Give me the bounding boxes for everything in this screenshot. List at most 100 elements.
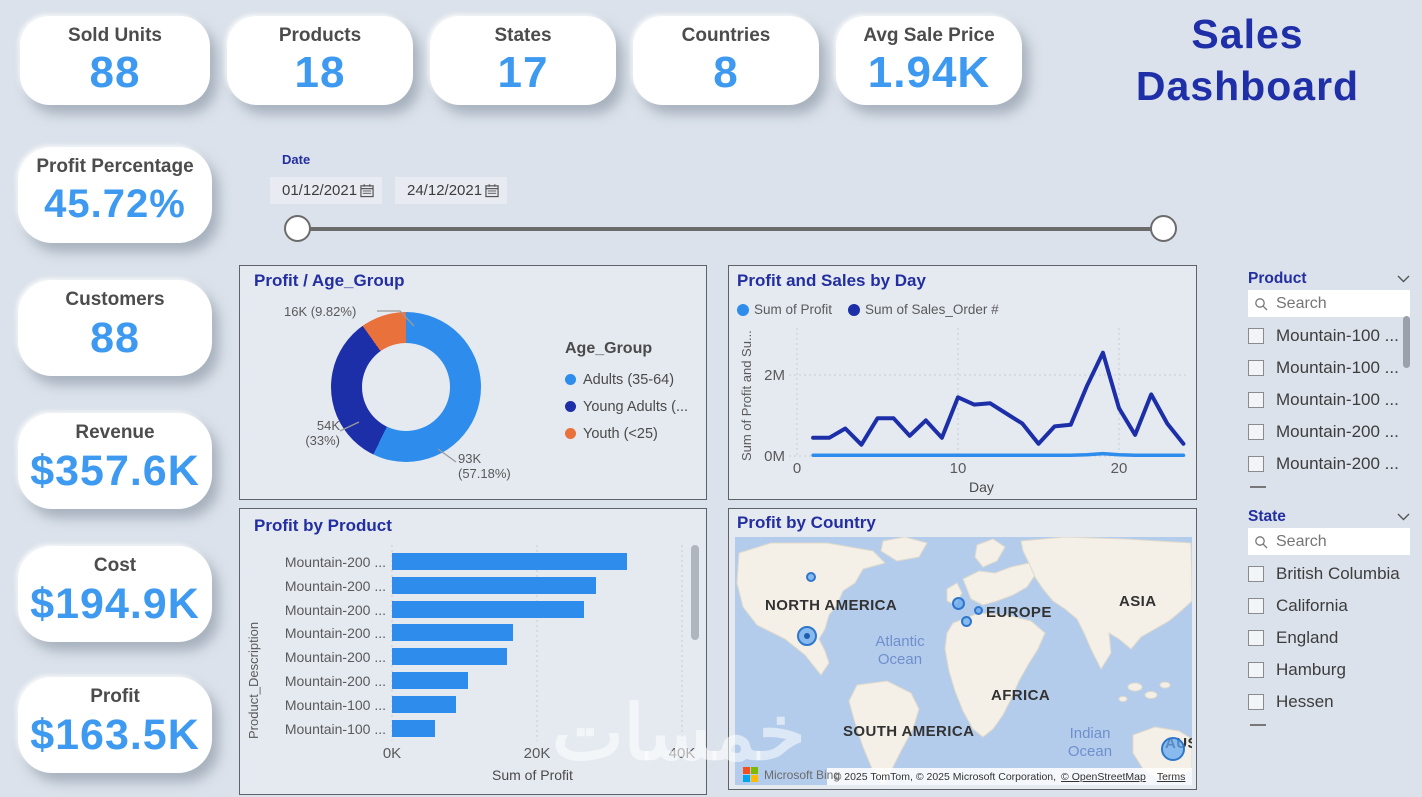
state-search-box[interactable]	[1248, 528, 1410, 555]
bar-category-label: Mountain-200 ...	[284, 673, 386, 689]
bar[interactable]	[392, 600, 585, 618]
map-data-bubble[interactable]	[960, 615, 972, 627]
osm-link[interactable]: © OpenStreetMap	[1061, 770, 1146, 783]
kpi-label: Cost	[93, 555, 137, 576]
filter-list-item[interactable]: California	[1248, 590, 1410, 622]
product-search-input[interactable]	[1274, 293, 1394, 314]
kpi-card-avg-sale-price: Avg Sale Price 1.94K	[836, 16, 1022, 105]
map-data-bubble[interactable]	[1161, 737, 1185, 761]
kpi-card-cost: Cost $194.9K	[18, 546, 212, 642]
bar-chart-scrollbar[interactable]	[691, 545, 699, 640]
bar[interactable]	[392, 648, 507, 666]
filter-list-item[interactable]: Mountain-100 ...	[1248, 384, 1410, 416]
checkbox[interactable]	[1248, 360, 1264, 376]
map-data-bubble[interactable]	[951, 596, 965, 610]
map-continent-label: AFRICA	[991, 687, 1051, 704]
map-data-bubble[interactable]	[806, 572, 816, 582]
bar-x-tick: 0K	[382, 745, 402, 762]
donut-callout-young-adults: 54K (33%)	[305, 418, 340, 448]
bar[interactable]	[392, 553, 627, 570]
legend-label: Youth (<25)	[583, 425, 658, 442]
kpi-label: Countries	[681, 25, 771, 46]
product-search-box[interactable]	[1248, 290, 1410, 317]
kpi-card-profit: Profit $163.5K	[18, 677, 212, 773]
chevron-down-icon[interactable]	[1397, 513, 1410, 521]
filter-list-item[interactable]: England	[1248, 622, 1410, 654]
kpi-value: 1.94K	[867, 48, 991, 97]
filter-item-label: Hessen	[1276, 692, 1334, 711]
microsoft-logo-icon	[743, 767, 758, 782]
line-legend-item[interactable]: Sum of Profit	[737, 302, 832, 317]
product-filter-scrollbar[interactable]	[1403, 316, 1410, 368]
filter-list-item[interactable]: Mountain-200 ...	[1248, 416, 1410, 448]
line-legend-item[interactable]: Sum of Sales_Order #	[848, 302, 999, 317]
filter-item-label: Mountain-100 ...	[1276, 390, 1399, 409]
filter-item-label: British Columbia	[1276, 564, 1400, 583]
bar-category-label: Mountain-200 ...	[284, 625, 386, 642]
filter-list-item[interactable]: Hamburg	[1248, 654, 1410, 686]
filter-list-item[interactable]: Hessen	[1248, 686, 1410, 718]
bar[interactable]	[392, 719, 435, 737]
date-slider-track[interactable]	[297, 227, 1163, 231]
state-search-input[interactable]	[1274, 531, 1394, 552]
bar-category-label: Mountain-100 ...	[284, 720, 386, 737]
bar[interactable]	[392, 672, 469, 689]
date-start-input[interactable]	[282, 182, 360, 199]
date-end-box[interactable]	[395, 177, 507, 204]
map-data-bubble[interactable]	[797, 626, 817, 646]
world-map[interactable]: NORTH AMERICA EUROPE ASIA AFRICA SOUTH AMERI…	[735, 537, 1192, 785]
legend-label: Sum of Sales_Order #	[865, 302, 999, 317]
checkbox[interactable]	[1248, 456, 1264, 472]
date-slider-handle-start[interactable]	[284, 215, 311, 242]
date-start-box[interactable]	[270, 177, 382, 204]
kpi-card-products: Products 18	[227, 16, 413, 105]
map-data-bubble[interactable]	[973, 605, 983, 615]
checkbox[interactable]	[1248, 598, 1264, 614]
date-slider-handle-end[interactable]	[1150, 215, 1177, 242]
line-chart-plot[interactable]	[729, 266, 1198, 501]
legend-dot-icon	[565, 374, 576, 385]
checkbox[interactable]	[1248, 566, 1264, 582]
filter-list-item[interactable]: Mountain-100 ...	[1248, 320, 1410, 352]
filter-list-item[interactable]: Mountain-100 ...	[1248, 352, 1410, 384]
map-continents	[735, 537, 1192, 785]
kpi-card-revenue: Revenue $357.6K	[18, 413, 212, 509]
filter-item-label: Mountain-200 ...	[1276, 422, 1399, 441]
date-end-input[interactable]	[407, 182, 485, 199]
checkbox[interactable]	[1248, 424, 1264, 440]
kpi-value: $163.5K	[30, 711, 200, 759]
checkbox[interactable]	[1248, 392, 1264, 408]
bar[interactable]	[392, 624, 514, 642]
kpi-label: Sold Units	[68, 25, 162, 46]
bar-category-label: Mountain-200 ...	[284, 649, 386, 666]
chevron-down-icon[interactable]	[1397, 275, 1410, 283]
line-chart-legend: Sum of Profit Sum of Sales_Order #	[737, 302, 999, 317]
checkbox[interactable]	[1248, 630, 1264, 646]
terms-link[interactable]: Terms	[1156, 770, 1186, 783]
line-x-tick: 10	[949, 460, 967, 477]
checkbox[interactable]	[1248, 694, 1264, 710]
donut-legend-title: Age_Group	[565, 340, 653, 357]
map-continent-label: SOUTH AMERICA	[843, 723, 975, 740]
calendar-icon	[360, 184, 374, 198]
map-continent-label: NORTH AMERICA	[765, 597, 898, 614]
legend-label: Adults (35-64)	[583, 371, 675, 388]
partial-list-item	[1250, 486, 1266, 488]
bar[interactable]	[392, 576, 597, 594]
map-copyright: © 2025 TomTom, © 2025 Microsoft Corporat…	[833, 770, 1057, 783]
line-x-tick: 0	[792, 460, 802, 477]
filter-list-item[interactable]: British Columbia	[1248, 558, 1410, 590]
search-icon	[1255, 297, 1268, 310]
donut-legend-item[interactable]: Adults (35-64)	[565, 366, 688, 393]
donut-legend-item[interactable]: Young Adults (...	[565, 393, 688, 420]
legend-dot-icon	[565, 428, 576, 439]
kpi-label: States	[494, 25, 552, 46]
kpi-value: 17	[497, 48, 549, 97]
filter-list-item[interactable]: Mountain-200 ...	[1248, 448, 1410, 480]
bar[interactable]	[392, 695, 456, 713]
checkbox[interactable]	[1248, 328, 1264, 344]
line-x-axis-label: Day	[969, 479, 994, 495]
donut-legend-item[interactable]: Youth (<25)	[565, 420, 688, 447]
bar-category-label: Mountain-200 ...	[284, 577, 386, 594]
checkbox[interactable]	[1248, 662, 1264, 678]
